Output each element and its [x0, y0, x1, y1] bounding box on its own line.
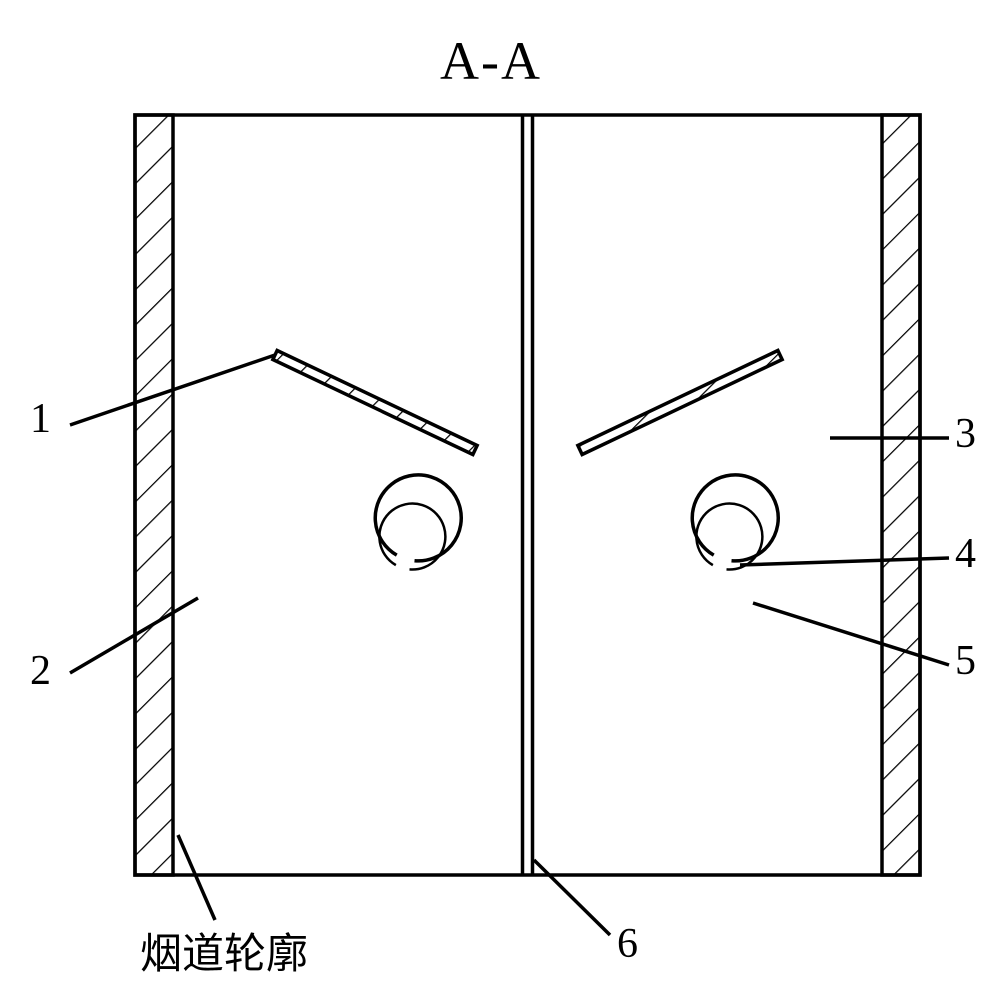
- section-title: A-A: [440, 30, 542, 92]
- flue-outline-label: 烟道轮廓: [140, 920, 308, 981]
- callout-6: 6: [617, 920, 638, 968]
- diagram-svg: [0, 0, 1000, 989]
- callout-3: 3: [955, 410, 976, 458]
- callout-4: 4: [955, 530, 976, 578]
- callout-1: 1: [30, 395, 51, 443]
- callout-2: 2: [30, 647, 51, 695]
- callout-5: 5: [955, 637, 976, 685]
